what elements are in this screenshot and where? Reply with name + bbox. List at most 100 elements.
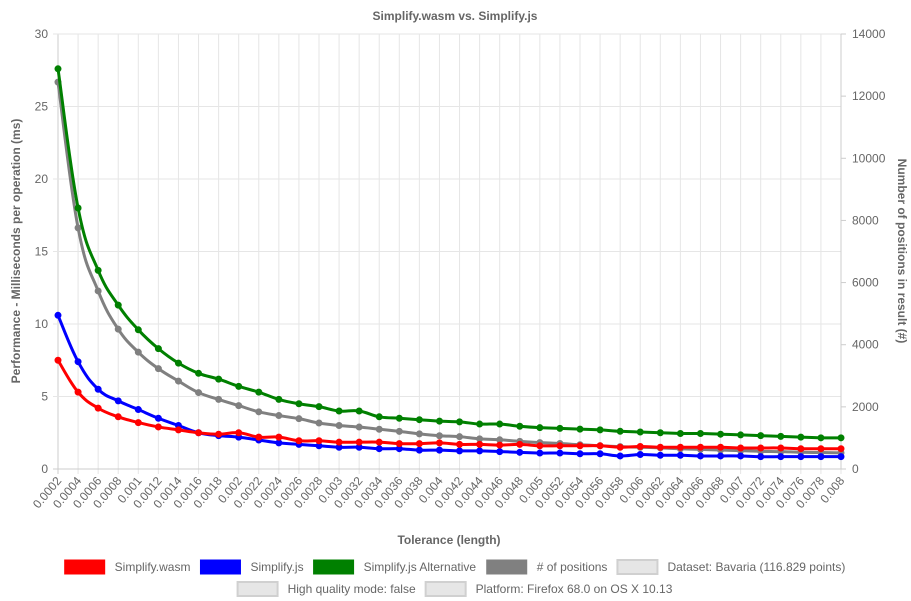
data-point xyxy=(174,377,182,385)
data-point xyxy=(696,452,704,460)
data-point xyxy=(656,429,664,437)
data-point xyxy=(476,447,484,455)
data-point xyxy=(696,443,704,451)
data-point xyxy=(476,420,484,428)
data-point xyxy=(456,440,464,448)
data-point xyxy=(375,438,383,446)
data-point xyxy=(415,446,423,454)
legend-swatch xyxy=(236,581,279,597)
data-point xyxy=(395,427,403,435)
data-point xyxy=(676,429,684,437)
data-point xyxy=(717,443,725,451)
y-right-tick-label: 6000 xyxy=(852,276,879,290)
data-point xyxy=(215,395,223,403)
data-point xyxy=(174,359,182,367)
data-point xyxy=(536,424,544,432)
data-point xyxy=(737,452,745,460)
data-point xyxy=(757,432,765,440)
data-point xyxy=(516,422,524,430)
data-point xyxy=(817,453,825,461)
data-point xyxy=(536,442,544,450)
data-point xyxy=(596,426,604,434)
data-point xyxy=(255,408,263,416)
series-simplify-js-alternative xyxy=(54,65,845,442)
data-point xyxy=(676,451,684,459)
y-right-tick-label: 8000 xyxy=(852,213,879,227)
data-point xyxy=(737,444,745,452)
y-left-tick-label: 25 xyxy=(35,100,49,114)
data-point xyxy=(154,365,162,373)
legend-swatch xyxy=(199,559,241,575)
data-point xyxy=(375,445,383,453)
data-point xyxy=(335,438,343,446)
data-point xyxy=(134,406,142,414)
data-point xyxy=(456,418,464,426)
legend-item[interactable]: High quality mode: false xyxy=(236,581,416,597)
data-point xyxy=(215,430,223,438)
data-point xyxy=(395,440,403,448)
legend-item[interactable]: Platform: Firefox 68.0 on OS X 10.13 xyxy=(424,581,673,597)
data-point xyxy=(757,444,765,452)
data-point xyxy=(817,445,825,453)
data-point xyxy=(656,451,664,459)
y-axis-right-title: Number of positions in result (#) xyxy=(895,159,909,344)
data-point xyxy=(556,424,564,432)
data-point xyxy=(94,287,102,295)
data-point xyxy=(656,443,664,451)
legend-item[interactable]: Simplify.js xyxy=(199,559,304,575)
data-point xyxy=(355,423,363,431)
legend-swatch xyxy=(424,581,467,597)
data-point xyxy=(636,428,644,436)
data-point xyxy=(616,452,624,460)
legend-label: Simplify.wasm xyxy=(115,560,191,574)
data-point xyxy=(636,443,644,451)
data-point xyxy=(496,448,504,456)
legend-item[interactable]: Simplify.js Alternative xyxy=(313,559,477,575)
series-line xyxy=(56,314,841,459)
legend-item[interactable]: Simplify.wasm xyxy=(64,559,191,575)
grid xyxy=(53,33,846,474)
data-point xyxy=(476,440,484,448)
data-point xyxy=(114,301,122,309)
data-point xyxy=(516,448,524,456)
data-point xyxy=(74,388,82,396)
legend-swatch xyxy=(313,559,355,575)
data-point xyxy=(676,443,684,451)
data-point xyxy=(837,445,845,453)
data-point xyxy=(54,311,62,319)
legend-label: Simplify.js Alternative xyxy=(364,560,477,574)
legend-label: High quality mode: false xyxy=(288,582,416,596)
data-point xyxy=(415,416,423,424)
data-point xyxy=(154,423,162,431)
data-point xyxy=(134,348,142,356)
legend-item[interactable]: Dataset: Bavaria (116.829 points) xyxy=(616,559,845,575)
data-point xyxy=(54,356,62,364)
y-left-tick-label: 30 xyxy=(35,27,49,41)
y-right-tick-label: 12000 xyxy=(852,89,886,103)
data-point xyxy=(616,427,624,435)
data-point xyxy=(375,413,383,421)
data-point xyxy=(496,420,504,428)
series-simplify-wasm xyxy=(54,356,845,453)
chart-title: Simplify.wasm vs. Simplify.js xyxy=(373,9,538,23)
data-point xyxy=(295,437,303,445)
legend-label: # of positions xyxy=(537,560,608,574)
data-point xyxy=(54,65,62,73)
y-left-tick-label: 10 xyxy=(35,317,49,331)
data-point xyxy=(154,345,162,353)
data-point xyxy=(74,224,82,232)
legend-swatch xyxy=(64,559,106,575)
legend-item[interactable]: # of positions xyxy=(486,559,608,575)
series-layer xyxy=(54,65,845,461)
data-point xyxy=(556,442,564,450)
data-point xyxy=(174,426,182,434)
data-point xyxy=(195,429,203,437)
legend-label: Dataset: Bavaria (116.829 points) xyxy=(667,560,845,574)
data-point xyxy=(777,453,785,461)
data-point xyxy=(717,452,725,460)
data-point xyxy=(315,419,323,427)
data-point xyxy=(255,388,263,396)
data-point xyxy=(516,440,524,448)
data-point xyxy=(435,432,443,440)
data-point xyxy=(777,444,785,452)
